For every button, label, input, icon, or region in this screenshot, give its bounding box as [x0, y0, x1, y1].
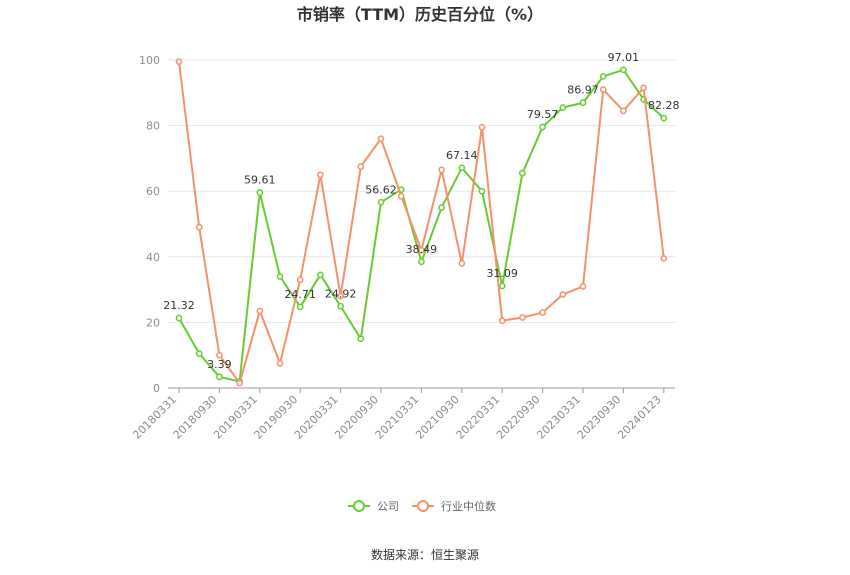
data-point-industry-median[interactable] [256, 307, 264, 315]
y-tick-label: 20 [146, 316, 160, 329]
data-point-company[interactable] [579, 99, 587, 107]
data-label: 67.14 [446, 149, 478, 162]
data-point-industry-median[interactable] [317, 171, 324, 179]
data-label: 86.97 [567, 84, 599, 97]
data-point-industry-median[interactable] [296, 276, 304, 284]
data-point-company[interactable] [519, 169, 526, 177]
data-point-company[interactable] [377, 198, 385, 206]
data-label: 59.61 [244, 173, 276, 186]
data-point-company[interactable] [296, 303, 304, 311]
data-point-industry-median[interactable] [478, 123, 486, 131]
series-line-company [178, 68, 665, 383]
data-point-industry-median[interactable] [377, 135, 385, 143]
data-label: 21.32 [163, 299, 195, 312]
data-point-company[interactable] [599, 73, 607, 80]
data-point-industry-median[interactable] [579, 282, 587, 290]
data-label: 24.92 [325, 287, 357, 300]
data-point-industry-median[interactable] [539, 309, 546, 316]
data-point-company[interactable] [337, 302, 344, 310]
data-point-industry-median[interactable] [175, 58, 183, 65]
y-tick-label: 0 [153, 382, 160, 395]
data-point-company[interactable] [539, 123, 546, 131]
data-source: 数据来源：恒生聚源 [371, 547, 479, 562]
data-label: 3.39 [207, 358, 232, 371]
data-point-company[interactable] [660, 114, 668, 122]
data-point-company[interactable] [478, 187, 486, 195]
legend-label-company: 公司 [377, 500, 399, 513]
data-point-company[interactable] [418, 258, 425, 266]
data-point-industry-median[interactable] [498, 317, 506, 325]
data-point-company[interactable] [175, 314, 183, 322]
data-label: 38.49 [406, 243, 438, 256]
chart-title: 市销率（TTM）历史百分位（%） [297, 5, 543, 24]
data-label: 24.71 [284, 288, 316, 301]
y-tick-label: 60 [146, 185, 160, 198]
data-point-industry-median[interactable] [418, 246, 425, 254]
data-point-company[interactable] [256, 189, 264, 196]
data-point-industry-median[interactable] [195, 223, 203, 231]
data-point-company[interactable] [620, 66, 627, 74]
data-label: 82.28 [648, 99, 680, 112]
data-point-industry-median[interactable] [276, 360, 284, 367]
legend-marker-industry-median [417, 500, 429, 512]
data-point-industry-median[interactable] [438, 166, 445, 174]
data-point-company[interactable] [195, 350, 203, 357]
legend: 公司 行业中位数 [348, 499, 496, 513]
data-point-industry-median[interactable] [458, 260, 466, 267]
legend-label-industry-median: 行业中位数 [441, 499, 496, 513]
series-line-industry-median [178, 61, 665, 385]
data-point-industry-median[interactable] [236, 379, 243, 387]
data-point-company[interactable] [458, 164, 466, 172]
y-tick-label: 100 [139, 54, 160, 67]
legend-marker-company [353, 500, 365, 512]
data-point-industry-median[interactable] [660, 255, 668, 262]
data-point-industry-median[interactable] [519, 314, 526, 321]
data-point-industry-median[interactable] [397, 192, 405, 200]
data-point-industry-median[interactable] [357, 163, 365, 170]
data-point-company[interactable] [498, 282, 506, 290]
data-label: 56.62 [365, 183, 397, 196]
legend-item-company[interactable]: 公司 [348, 500, 399, 513]
data-label: 97.01 [608, 51, 640, 64]
data-point-industry-median[interactable] [640, 84, 647, 92]
y-tick-label: 80 [146, 120, 160, 133]
data-point-industry-median[interactable] [337, 292, 344, 300]
data-point-company[interactable] [559, 104, 567, 111]
data-point-industry-median[interactable] [559, 291, 567, 298]
data-point-industry-median[interactable] [620, 107, 627, 115]
x-tick-label: 20240123 [615, 393, 664, 442]
data-point-company[interactable] [317, 271, 324, 279]
legend-item-industry-median[interactable]: 行业中位数 [412, 499, 496, 513]
y-tick-label: 40 [146, 251, 160, 264]
data-point-industry-median[interactable] [216, 351, 223, 359]
data-point-company[interactable] [276, 273, 284, 280]
data-label: 79.57 [527, 108, 559, 121]
data-point-company[interactable] [216, 373, 223, 381]
data-point-industry-median[interactable] [599, 86, 607, 93]
data-point-company[interactable] [357, 335, 365, 343]
data-point-company[interactable] [438, 204, 445, 211]
data-label: 31.09 [486, 267, 518, 280]
